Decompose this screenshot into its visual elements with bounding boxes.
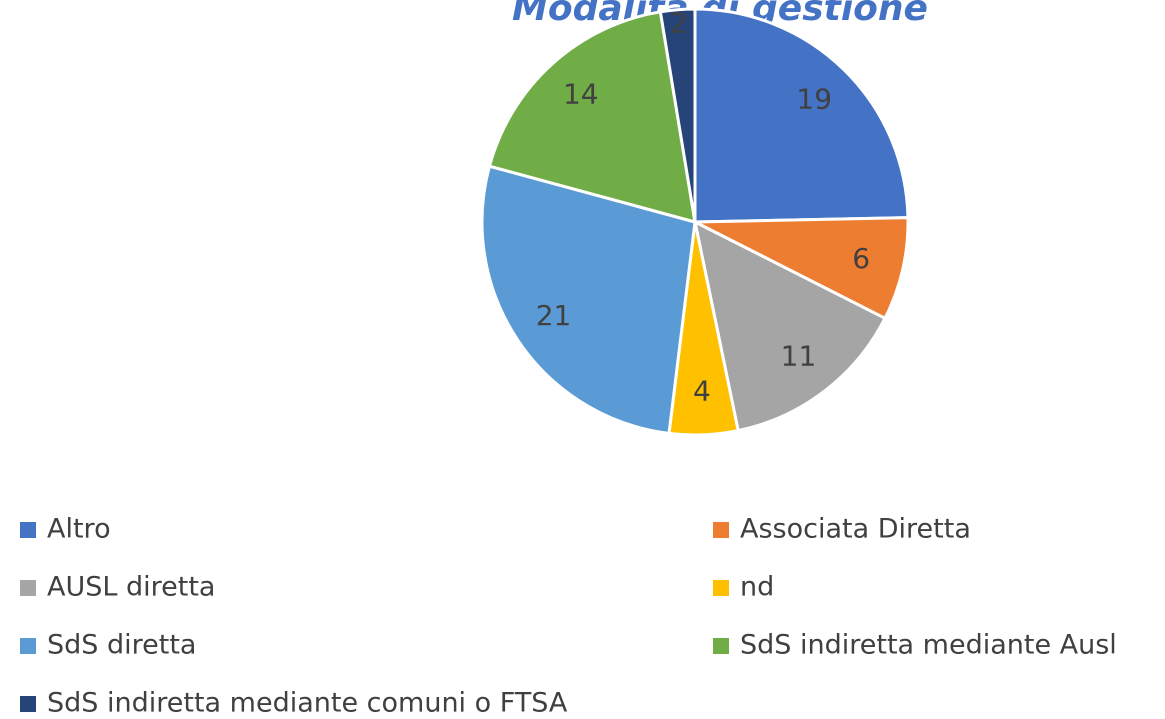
pie-slice xyxy=(480,164,697,436)
pie-slice xyxy=(693,7,910,224)
legend-swatch xyxy=(20,696,36,712)
data-label: 4 xyxy=(693,374,711,407)
pie-slice xyxy=(694,216,910,321)
legend-swatch xyxy=(20,580,36,596)
pie-slice xyxy=(692,219,887,433)
data-label: 11 xyxy=(781,339,817,372)
data-label: 21 xyxy=(536,299,572,332)
legend-swatch xyxy=(20,638,36,654)
pie-slice xyxy=(658,7,697,223)
legend-label: SdS indiretta mediante Ausl xyxy=(740,630,1117,661)
legend-label: AUSL diretta xyxy=(47,572,215,603)
legend-swatch xyxy=(713,522,729,538)
legend-label: Altro xyxy=(47,514,111,545)
legend-label: nd xyxy=(740,572,774,603)
legend-swatch xyxy=(713,580,729,596)
legend-swatch xyxy=(713,638,729,654)
legend-label: Associata Diretta xyxy=(740,514,971,545)
data-label: 6 xyxy=(852,242,870,275)
data-label: 14 xyxy=(563,78,599,111)
legend-label: SdS indiretta mediante comuni o FTSA xyxy=(47,688,568,719)
pie-slice xyxy=(487,10,697,225)
legend-swatch xyxy=(20,522,36,538)
legend-label: SdS diretta xyxy=(47,630,196,661)
data-label: 19 xyxy=(796,82,832,115)
data-label: 2 xyxy=(670,7,688,40)
